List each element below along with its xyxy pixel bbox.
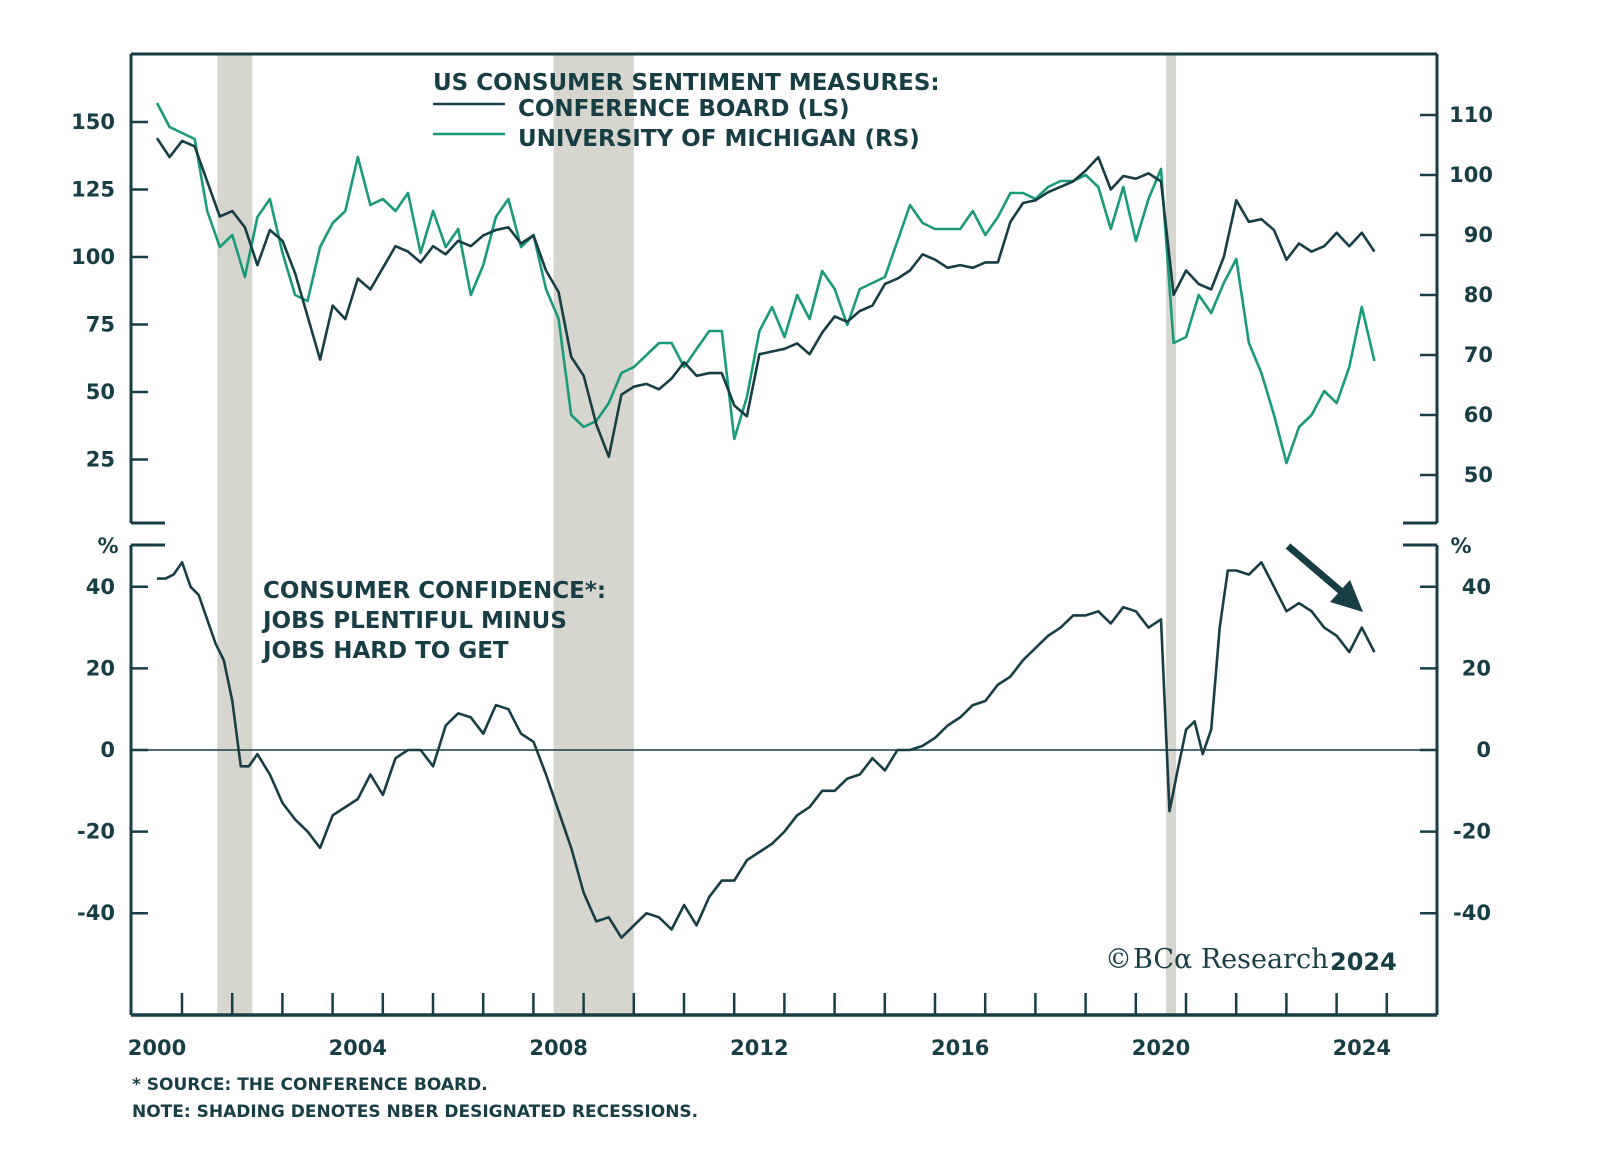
bottom-left-tick-label-0: 0 [100,738,115,762]
right-tick-label-80: 80 [1464,283,1493,307]
axes-frames [129,52,1439,1017]
x-tick-label-2016: 2016 [931,1036,989,1060]
bottom-left-tick-label-40: 40 [86,575,115,599]
legend-title: US CONSUMER SENTIMENT MEASURES: [433,70,940,96]
x-tick-label-2004: 2004 [329,1036,387,1060]
left-tick-label-75: 75 [86,313,115,337]
footnote-note: NOTE: SHADING DENOTES NBER DESIGNATED RE… [132,1102,698,1122]
bottom-right-tick-label-20: 20 [1462,656,1491,680]
unit-label-left: % [97,534,118,558]
series-line-jobs-differential [157,560,1376,940]
bottom-title-line-1: CONSUMER CONFIDENCE*: [263,578,606,604]
series-group [155,102,1376,940]
legend: US CONSUMER SENTIMENT MEASURES: CONFEREN… [433,70,940,152]
recession-band-1 [217,54,253,1015]
left-tick-label-25: 25 [86,448,115,472]
trend-arrow-icon [1285,543,1363,612]
series-line-michigan [155,102,1376,465]
x-tick-label-2024: 2024 [1333,1036,1391,1060]
bottom-panel-title: CONSUMER CONFIDENCE*: JOBS PLENTIFUL MIN… [261,578,606,664]
right-tick-label-50: 50 [1464,463,1493,487]
brand-year: 2024 [1330,948,1397,976]
bottom-right-tick-label-40: 40 [1462,575,1491,599]
x-tick-label-2012: 2012 [730,1036,788,1060]
right-tick-label-100: 100 [1449,163,1493,187]
bottom-title-line-2: JOBS PLENTIFUL MINUS [261,608,567,634]
left-tick-label-125: 125 [71,178,115,202]
recession-band-2 [553,54,634,1015]
series-line-conference-board [155,137,1376,459]
legend-label-michigan: UNIVERSITY OF MICHIGAN (RS) [518,126,920,152]
right-tick-label-110: 110 [1449,103,1493,127]
left-tick-label-50: 50 [86,380,115,404]
axis-ticks: 25 50 75 100 125 150 50 60 70 80 90 100 110 -40 -40 -20… [71,103,1493,1060]
unit-label-right: % [1450,534,1471,558]
x-tick-label-2008: 2008 [529,1036,587,1060]
bottom-right-tick-label-0: 0 [1476,738,1491,762]
legend-label-conference-board: CONFERENCE BOARD (LS) [518,96,850,122]
right-tick-label-70: 70 [1464,343,1493,367]
left-tick-label-150: 150 [71,110,115,134]
brand-copyright-icon: © [1105,944,1132,975]
left-tick-label-100: 100 [71,245,115,269]
recession-band-3 [1166,54,1177,1015]
right-tick-label-60: 60 [1464,403,1493,427]
brand-watermark: © BCα Research 2024 [1105,944,1397,976]
brand-name: BCα Research [1133,944,1328,975]
bottom-left-tick-label--20: -20 [77,820,115,844]
bottom-right-tick-label--20: -20 [1453,820,1491,844]
bottom-left-tick-label--40: -40 [77,901,115,925]
bottom-left-tick-label-20: 20 [86,656,115,680]
right-tick-label-90: 90 [1464,223,1493,247]
x-tick-label-2020: 2020 [1132,1036,1190,1060]
bottom-right-tick-label--40: -40 [1453,901,1491,925]
bottom-title-line-3: JOBS HARD TO GET [261,638,509,664]
footnote-source: * SOURCE: THE CONFERENCE BOARD. [132,1075,488,1095]
x-tick-label-2000: 2000 [128,1036,186,1060]
